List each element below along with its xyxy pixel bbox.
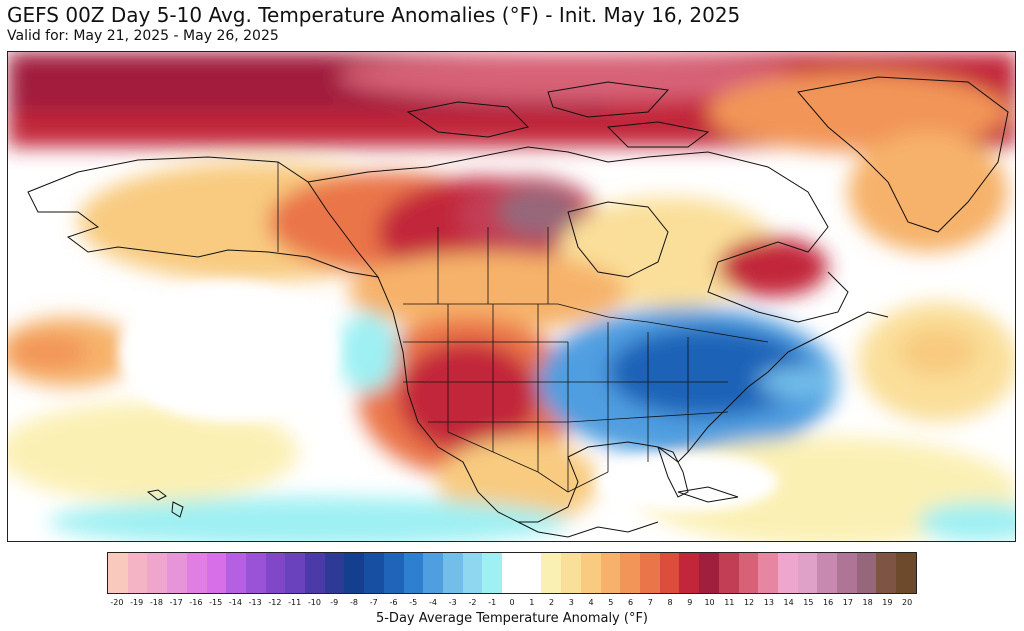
colorbar-swatch (147, 553, 168, 593)
colorbar-swatch (718, 553, 739, 593)
colorbar-tick-label: -3 (448, 598, 457, 607)
colorbar-tick-label: 20 (902, 598, 913, 607)
colorbar-swatch (659, 553, 680, 593)
colorbar-tick-label: 14 (783, 598, 794, 607)
colorbar-tick-label: -15 (209, 598, 223, 607)
colorbar-tick-label: -12 (268, 598, 282, 607)
colorbar-swatch (600, 553, 621, 593)
colorbar-tick-label: -8 (349, 598, 358, 607)
colorbar-swatch (502, 553, 522, 593)
colorbar-swatch (344, 553, 365, 593)
colorbar-tick-label: 2 (548, 598, 555, 607)
colorbar-swatch (679, 553, 700, 593)
colorbar-swatch (561, 553, 581, 593)
valid-date-range: Valid for: May 21, 2025 - May 26, 2025 (7, 28, 279, 44)
colorbar-swatch (620, 553, 640, 593)
colorbar-swatch (817, 553, 838, 593)
colorbar-tick-label: -17 (169, 598, 183, 607)
colorbar-swatch (383, 553, 404, 593)
colorbar-swatch (777, 553, 798, 593)
colorbar-ticks: -20 -19 -18 -17 -16 -15 -14 -13 -12 -11 -10 -9 -8 -7-… (107, 598, 917, 610)
colorbar-tick-label: -6 (389, 598, 398, 607)
colorbar-tick-label: -10 (307, 598, 321, 607)
political-borders (277, 162, 769, 493)
colorbar-swatch (127, 553, 148, 593)
colorbar-tick-label: 0 (509, 598, 515, 607)
colorbar-tick-label: 6 (627, 598, 634, 607)
colorbar-tick-label: 7 (647, 598, 653, 607)
colorbar-swatch (837, 553, 857, 593)
colorbar-tick-label: -7 (369, 598, 378, 607)
colorbar-swatch (206, 553, 227, 593)
colorbar-swatch (324, 553, 345, 593)
colorbar-swatch (186, 553, 207, 593)
colorbar-tick-label: 18 (862, 598, 873, 607)
colorbar-swatch (856, 553, 877, 593)
colorbar-tick-label: 4 (588, 598, 594, 607)
colorbar-tick-label: 12 (743, 598, 755, 607)
colorbar-tick-label: -2 (468, 598, 477, 607)
colorbar-swatch (285, 553, 306, 593)
anomaly-map (7, 51, 1016, 542)
colorbar-swatch (364, 553, 384, 593)
colorbar-label: 5-Day Average Temperature Anomaly (°F) (375, 611, 649, 626)
coastlines (27, 76, 1009, 538)
colorbar-tick-label: -11 (288, 598, 302, 607)
map-title: GEFS 00Z Day 5-10 Avg. Temperature Anoma… (7, 3, 741, 27)
colorbar-tick-label: -20 (110, 598, 124, 607)
colorbar-tick-label: 16 (823, 598, 834, 607)
colorbar-tick-label: -19 (130, 598, 144, 607)
colorbar-swatch (738, 553, 759, 593)
colorbar-swatch (226, 553, 246, 593)
colorbar-tick-label: -4 (428, 598, 437, 607)
colorbar-swatch (797, 553, 818, 593)
colorbar-tick-label: 5 (608, 598, 614, 607)
colorbar-tick-label: 15 (803, 598, 814, 607)
anomaly-map-canvas (8, 52, 1015, 541)
colorbar-swatch (403, 553, 424, 593)
colorbar (107, 552, 917, 594)
colorbar-swatch (541, 553, 562, 593)
colorbar-tick-label: 19 (882, 598, 893, 607)
colorbar-swatch (896, 553, 916, 593)
colorbar-tick-label: -1 (488, 598, 497, 607)
colorbar-swatch (305, 553, 325, 593)
colorbar-swatch (442, 553, 463, 593)
colorbar-tick-label: -16 (189, 598, 203, 607)
colorbar-tick-label: 11 (724, 598, 735, 607)
colorbar-swatch (423, 553, 443, 593)
colorbar-tick-label: 9 (687, 598, 693, 607)
colorbar-swatch (167, 553, 187, 593)
colorbar-swatch (482, 553, 503, 593)
colorbar-tick-label: 17 (842, 598, 853, 607)
colorbar-swatch (462, 553, 483, 593)
colorbar-tick-label: -9 (330, 598, 339, 607)
colorbar-tick-label: 13 (763, 598, 774, 607)
colorbar-swatch (108, 553, 128, 593)
colorbar-tick-label: -18 (149, 598, 163, 607)
colorbar-swatch (265, 553, 286, 593)
colorbar-tick-label: -5 (409, 598, 418, 607)
colorbar-swatch (699, 553, 719, 593)
colorbar-swatch (245, 553, 266, 593)
colorbar-swatch (876, 553, 897, 593)
colorbar-tick-label: 10 (704, 598, 715, 607)
colorbar-tick-label: -13 (248, 598, 262, 607)
colorbar-tick-label: 3 (568, 598, 574, 607)
colorbar-tick-label: -14 (228, 598, 242, 607)
anomaly-field (8, 52, 1015, 541)
colorbar-tick-label: 1 (529, 598, 535, 607)
colorbar-swatch (580, 553, 601, 593)
colorbar-tick-label: 8 (667, 598, 673, 607)
colorbar-swatch (521, 553, 542, 593)
colorbar-swatch (639, 553, 660, 593)
colorbar-swatch (758, 553, 778, 593)
